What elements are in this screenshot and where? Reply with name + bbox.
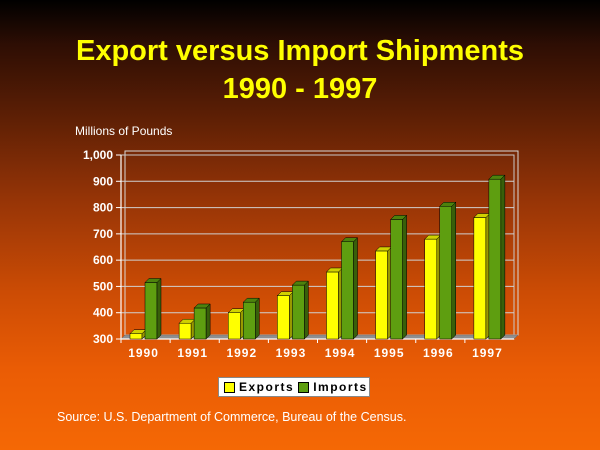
y-tick-label: 900 — [93, 174, 113, 188]
bar-exports-1993 — [277, 295, 290, 340]
bar-imports-1993-side — [304, 280, 309, 340]
bar-imports-1991 — [193, 307, 207, 340]
bar-imports-1990-top — [144, 278, 162, 283]
bar-imports-1995-side — [402, 214, 407, 340]
plot-area-back — [124, 150, 519, 336]
bar-imports-1991-top — [193, 303, 211, 309]
bar-imports-1992-top — [242, 297, 260, 303]
bar-imports-1990 — [144, 282, 158, 340]
bar-imports-1997 — [488, 178, 502, 340]
x-tick-label-1990: 1990 — [128, 346, 159, 360]
bar-imports-1994-top — [340, 237, 359, 242]
bar-imports-1997-top — [488, 174, 506, 180]
x-tick-label-1992: 1992 — [226, 346, 257, 360]
legend-swatch-exports — [224, 381, 235, 393]
bar-imports-1996-side — [451, 201, 456, 340]
x-tick-label-1996: 1996 — [423, 346, 454, 360]
y-axis-label: Millions of Pounds — [75, 124, 173, 138]
bar-exports-1991 — [178, 322, 192, 340]
x-tick-label-1993: 1993 — [276, 346, 307, 360]
bar-imports-1997-side — [500, 174, 506, 340]
x-tick-label-1997: 1997 — [472, 346, 503, 360]
bar-imports-1995-top — [390, 215, 408, 220]
bar-imports-1990-side — [156, 277, 162, 340]
legend-label-exports: Exports — [239, 380, 295, 394]
y-tick-label: 400 — [93, 306, 113, 320]
chart-title-line2: 1990 - 1997 — [222, 73, 378, 105]
bar-exports-1995 — [375, 250, 388, 340]
legend-item-imports: Imports — [298, 380, 368, 394]
bar-imports-1991-side — [205, 303, 211, 340]
x-tick-label-1995: 1995 — [374, 346, 405, 360]
bar-imports-1994 — [341, 241, 354, 340]
bar-imports-1994-side — [353, 237, 358, 340]
chart-title-line1: Export versus Import Shipments — [76, 35, 524, 67]
x-tick-label-1991: 1991 — [177, 346, 208, 360]
bar-imports-1995 — [390, 219, 403, 340]
bar-imports-1993 — [292, 284, 305, 340]
y-tick-label: 700 — [93, 227, 113, 241]
bar-imports-1996-top — [439, 202, 457, 207]
y-tick-label: 600 — [93, 253, 113, 267]
y-tick-label: 500 — [93, 279, 113, 293]
y-tick-label: 1,000 — [83, 148, 113, 162]
bar-exports-1990 — [129, 333, 143, 340]
legend-label-imports: Imports — [313, 380, 368, 394]
legend-swatch-imports — [298, 381, 310, 393]
bar-imports-1993-top — [291, 280, 309, 286]
source-note: Source: U.S. Department of Commerce, Bur… — [57, 410, 407, 424]
chart-legend: Exports Imports — [218, 377, 370, 397]
bar-exports-1992 — [228, 312, 241, 340]
bar-exports-1994 — [326, 271, 339, 340]
bar-imports-1996 — [439, 206, 452, 340]
bar-exports-1996 — [424, 238, 437, 340]
y-tick-label: 300 — [93, 332, 113, 346]
y-tick-label: 800 — [93, 201, 113, 215]
legend-item-exports: Exports — [224, 380, 294, 394]
bar-imports-1992-side — [255, 297, 260, 340]
bar-exports-1997 — [473, 217, 487, 340]
x-tick-label-1994: 1994 — [325, 346, 356, 360]
bar-imports-1992 — [243, 301, 256, 340]
